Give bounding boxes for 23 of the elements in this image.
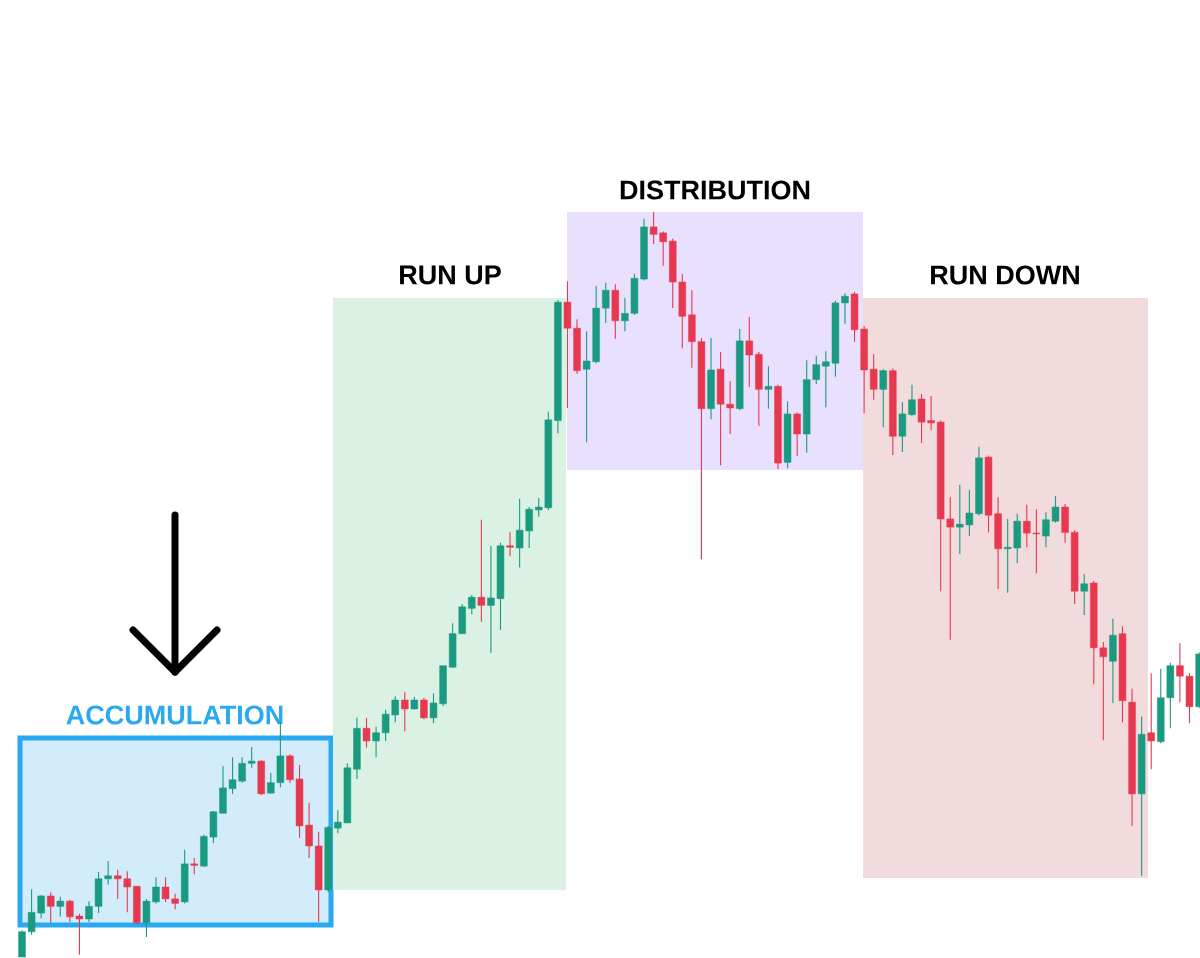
candlestick [468,594,476,615]
annotation: ACCUMULATION [66,705,283,725]
candlestick [793,411,801,457]
candlestick [908,384,916,417]
candlestick [56,896,64,918]
candlestick [372,726,380,758]
candlestick [362,717,371,749]
candlestick [1080,573,1088,616]
candlestick [506,531,514,557]
candlestick [247,746,256,769]
candlestick [764,365,773,410]
annotation: RUN UP [400,265,501,285]
candlestick [602,282,610,324]
annotation: RUN DOWN [931,265,1079,285]
candlestick [870,353,878,401]
candlestick [879,368,887,428]
candlestick [745,316,753,388]
candlestick [47,891,55,924]
candlestick [401,691,409,732]
candlestick [1147,672,1155,770]
text: DISTRIBUTION [620,180,810,200]
candlestick [898,401,907,453]
candlestick [477,519,486,623]
